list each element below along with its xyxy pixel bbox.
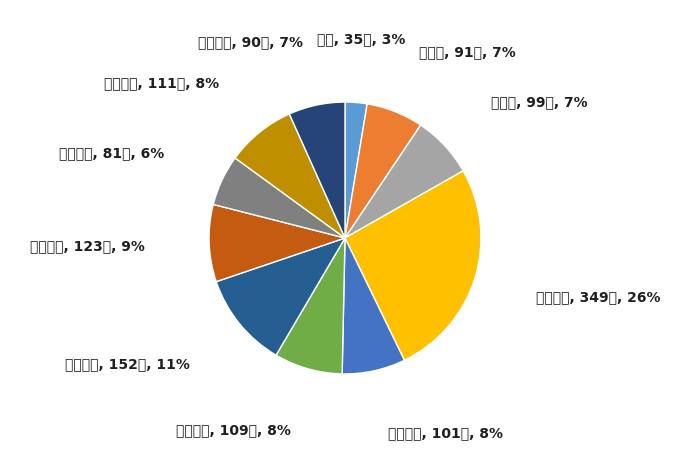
Text: １歳～, 91人, 7%: １歳～, 91人, 7% (419, 45, 515, 59)
Text: ７０歳～, 111人, 8%: ７０歳～, 111人, 8% (104, 76, 219, 90)
Text: ８０歳～, 90人, 7%: ８０歳～, 90人, 7% (198, 36, 303, 50)
Text: ２０歳～, 101人, 8%: ２０歳～, 101人, 8% (388, 426, 503, 440)
Text: ５歳～, 99人, 7%: ５歳～, 99人, 7% (491, 95, 588, 109)
Text: １０歳～, 349人, 26%: １０歳～, 349人, 26% (536, 290, 660, 304)
Wedge shape (345, 125, 463, 238)
Wedge shape (216, 238, 345, 355)
Text: ０歳, 35人, 3%: ０歳, 35人, 3% (317, 32, 406, 46)
Wedge shape (235, 114, 345, 238)
Wedge shape (209, 204, 345, 282)
Wedge shape (345, 102, 367, 238)
Wedge shape (345, 171, 481, 360)
Wedge shape (213, 158, 345, 238)
Wedge shape (276, 238, 345, 374)
Wedge shape (342, 238, 404, 374)
Wedge shape (289, 102, 345, 238)
Text: ３０歳～, 109人, 8%: ３０歳～, 109人, 8% (175, 423, 290, 437)
Text: ４０歳～, 152人, 11%: ４０歳～, 152人, 11% (65, 357, 190, 371)
Text: ５０歳～, 123人, 9%: ５０歳～, 123人, 9% (30, 239, 145, 253)
Text: ６０歳～, 81人, 6%: ６０歳～, 81人, 6% (59, 146, 164, 160)
Wedge shape (345, 104, 421, 238)
